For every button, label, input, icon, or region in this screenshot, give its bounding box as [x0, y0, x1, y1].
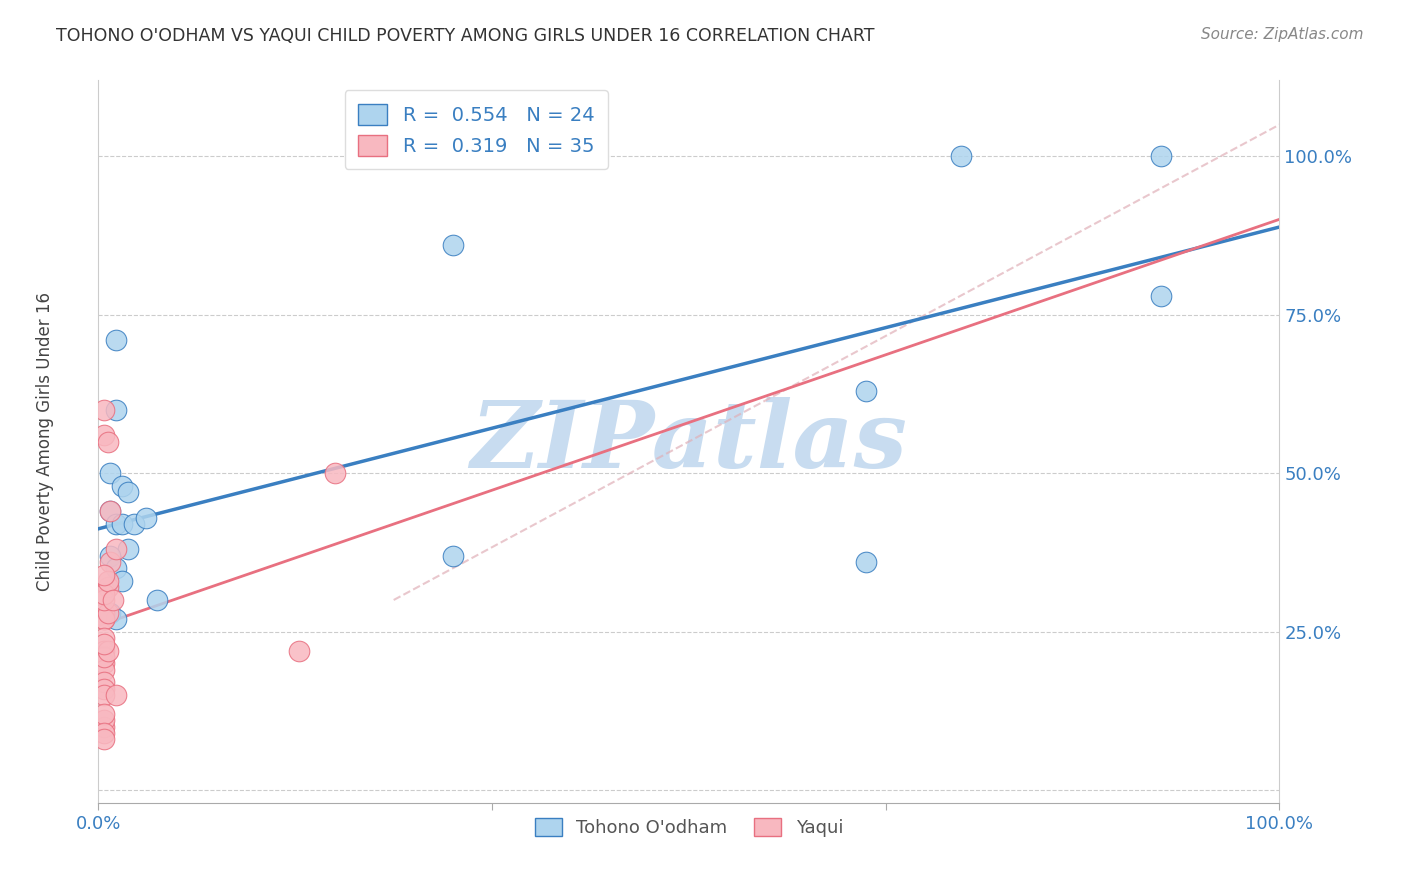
- Point: [93, 612, 115, 626]
- Point: [441, 238, 464, 252]
- Point: [146, 593, 169, 607]
- Point: [93, 681, 115, 696]
- Point: [93, 567, 115, 582]
- Point: [93, 587, 115, 601]
- Point: [855, 384, 877, 398]
- Point: [855, 555, 877, 569]
- Point: [122, 516, 145, 531]
- Point: [288, 643, 311, 657]
- Point: [111, 516, 134, 531]
- Point: [949, 149, 972, 163]
- Point: [97, 606, 120, 620]
- Point: [93, 612, 115, 626]
- Point: [93, 732, 115, 747]
- Point: [93, 650, 115, 665]
- Point: [105, 542, 128, 557]
- Point: [97, 643, 120, 657]
- Point: [93, 714, 115, 728]
- Point: [111, 479, 134, 493]
- Point: [105, 612, 128, 626]
- Point: [97, 580, 120, 594]
- Point: [98, 504, 121, 518]
- Point: [117, 542, 139, 557]
- Point: [1150, 149, 1173, 163]
- Point: [93, 593, 115, 607]
- Point: [98, 504, 121, 518]
- Point: [135, 510, 157, 524]
- Point: [441, 549, 464, 563]
- Point: [93, 663, 115, 677]
- Text: Child Poverty Among Girls Under 16: Child Poverty Among Girls Under 16: [37, 292, 55, 591]
- Point: [93, 606, 115, 620]
- Point: [98, 549, 121, 563]
- Point: [105, 333, 128, 347]
- Point: [93, 650, 115, 665]
- Point: [101, 593, 124, 607]
- Point: [93, 428, 115, 442]
- Point: [93, 637, 115, 651]
- Point: [98, 467, 121, 481]
- Point: [323, 467, 346, 481]
- Text: ZIPatlas: ZIPatlas: [471, 397, 907, 486]
- Legend: Tohono O'odham, Yaqui: Tohono O'odham, Yaqui: [527, 811, 851, 845]
- Point: [105, 561, 128, 575]
- Point: [117, 485, 139, 500]
- Point: [93, 688, 115, 702]
- Point: [93, 643, 115, 657]
- Text: Source: ZipAtlas.com: Source: ZipAtlas.com: [1201, 27, 1364, 42]
- Point: [93, 657, 115, 671]
- Point: [93, 631, 115, 645]
- Point: [93, 675, 115, 690]
- Point: [111, 574, 134, 588]
- Point: [98, 555, 121, 569]
- Point: [97, 574, 120, 588]
- Point: [105, 402, 128, 417]
- Point: [1150, 289, 1173, 303]
- Point: [97, 434, 120, 449]
- Point: [93, 720, 115, 734]
- Point: [93, 402, 115, 417]
- Text: TOHONO O'ODHAM VS YAQUI CHILD POVERTY AMONG GIRLS UNDER 16 CORRELATION CHART: TOHONO O'ODHAM VS YAQUI CHILD POVERTY AM…: [56, 27, 875, 45]
- Point: [105, 516, 128, 531]
- Point: [93, 726, 115, 740]
- Point: [105, 688, 128, 702]
- Point: [93, 707, 115, 722]
- Point: [98, 606, 121, 620]
